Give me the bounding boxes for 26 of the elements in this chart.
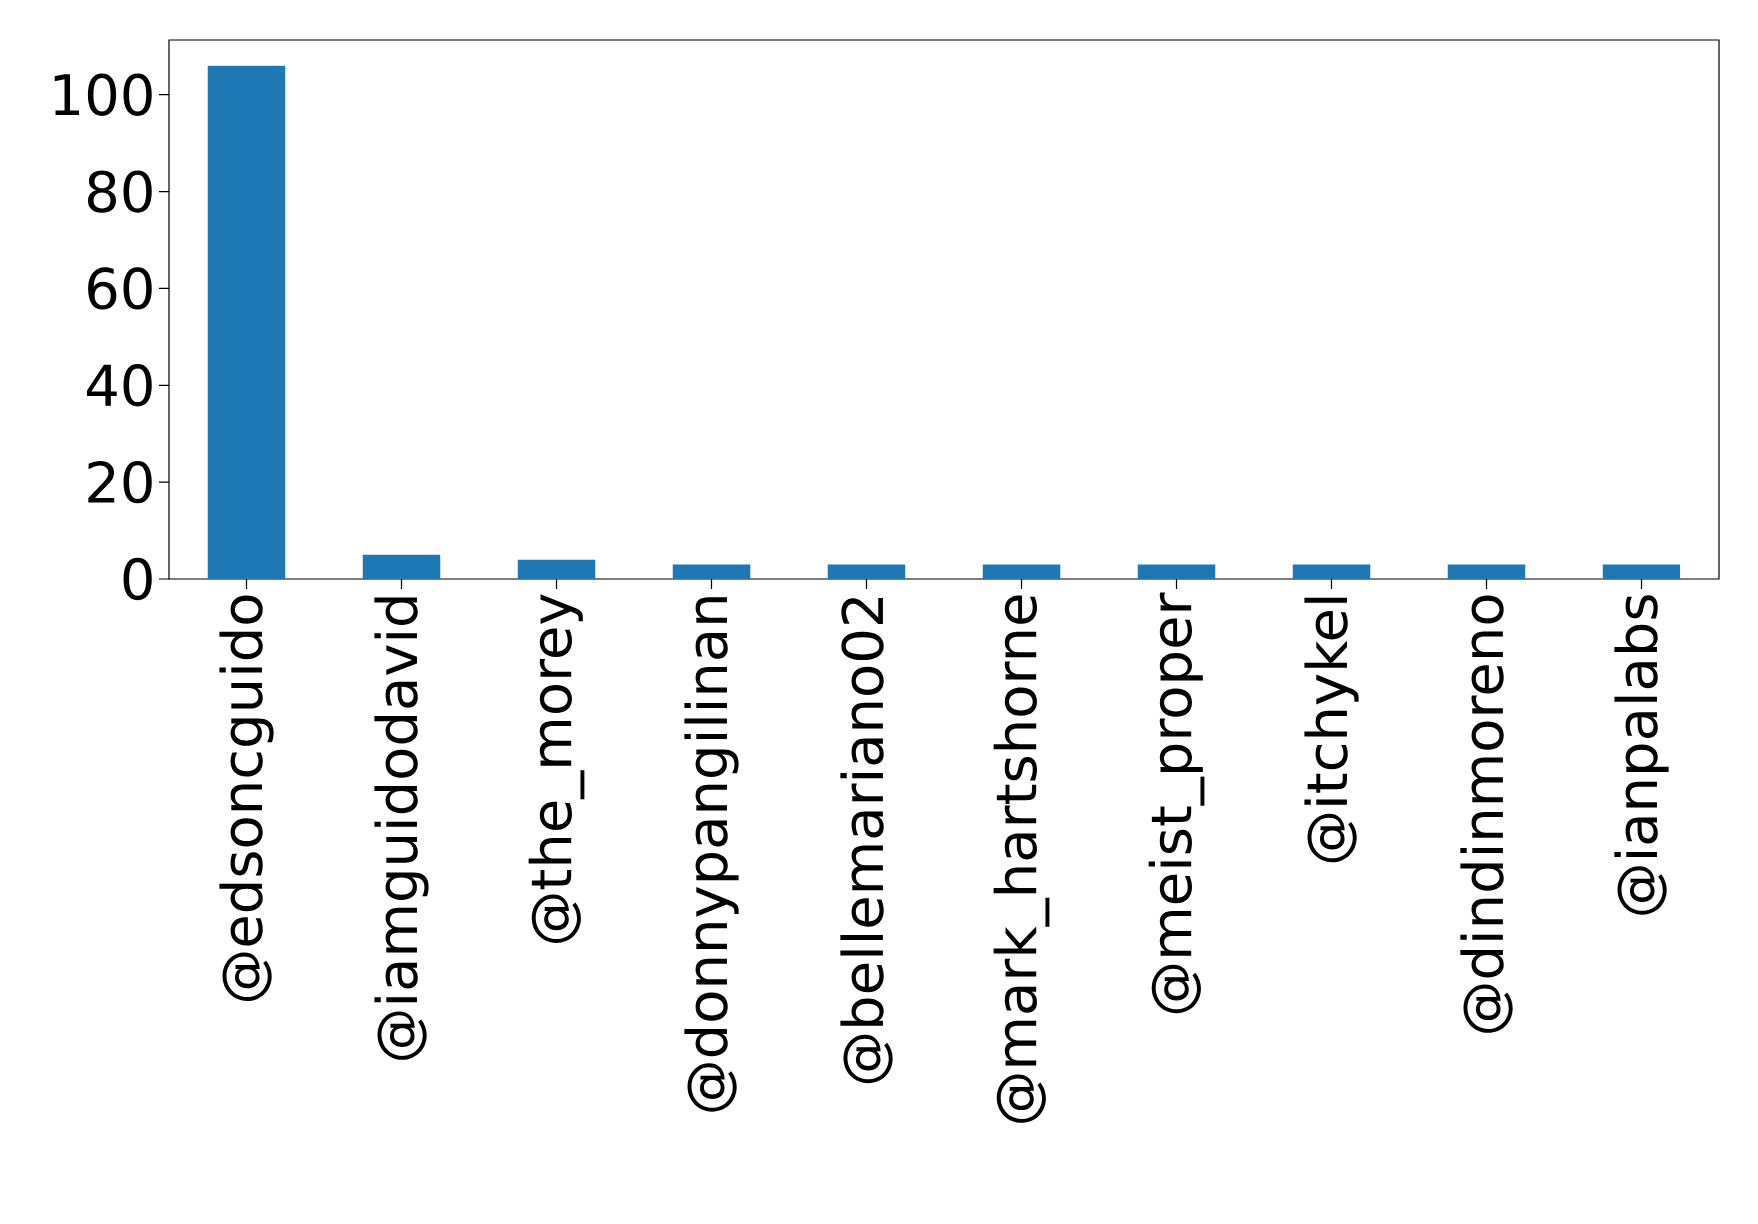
x-tick-label: @edsoncguido — [219, 595, 274, 1001]
x-tick-label: @meist_proper — [1148, 592, 1205, 1014]
x-tick-label: @mark_hartshorne — [993, 595, 1050, 1123]
bar — [517, 559, 596, 579]
x-tick-label: @iamguidodavid — [374, 597, 429, 1060]
bar — [672, 564, 751, 579]
x-tick-label: @donnypangilinan — [684, 597, 739, 1112]
x-tick-label: @the_morey — [528, 594, 585, 943]
x-tick-label: @bellemariano02 — [840, 598, 893, 1084]
bar — [982, 564, 1061, 579]
bar — [827, 564, 906, 579]
bar — [362, 554, 441, 579]
y-tick-label: 40 — [86, 364, 152, 407]
bar — [1447, 564, 1526, 579]
bar — [1137, 564, 1216, 579]
y-tick-label: 100 — [54, 73, 152, 116]
bar — [1292, 564, 1371, 579]
y-tick-label: 0 — [123, 557, 152, 601]
x-tick-label: @itchykel — [1304, 597, 1359, 863]
x-tick-label: @dindinmoreno — [1460, 595, 1513, 1033]
bar — [1602, 564, 1681, 579]
x-tick-label: @ianpalabs — [1614, 595, 1669, 915]
bar — [207, 65, 286, 579]
y-tick-label: 60 — [88, 267, 152, 310]
y-tick-label: 20 — [88, 460, 152, 504]
y-tick-label: 80 — [88, 170, 152, 213]
